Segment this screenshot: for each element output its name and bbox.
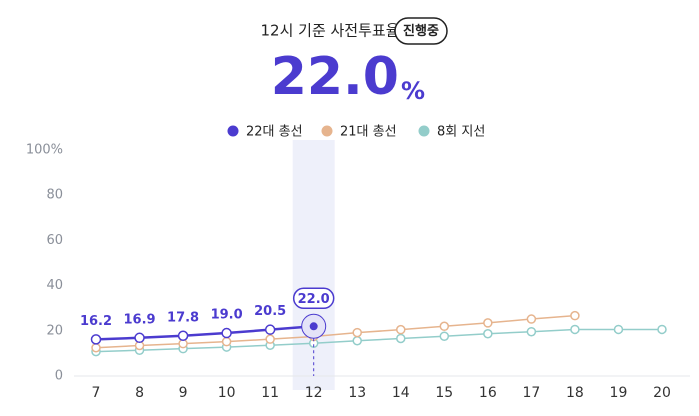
legend-swatch (227, 125, 239, 137)
x-tick-label: 17 (522, 385, 540, 401)
series-line (95, 328, 662, 353)
x-tick-label: 18 (566, 385, 584, 401)
point (134, 332, 145, 344)
point (221, 327, 232, 339)
point (265, 334, 275, 344)
x-tick-label: 8 (135, 385, 144, 401)
point (439, 321, 450, 332)
point (439, 331, 450, 341)
point (526, 326, 537, 337)
point (264, 324, 276, 335)
x-tick-label: 14 (392, 385, 410, 401)
y-tick-label: 20 (46, 323, 63, 338)
point (613, 324, 624, 335)
x-tick-label: 10 (218, 385, 236, 401)
legend-swatch (321, 125, 333, 137)
point (526, 314, 537, 324)
point (570, 324, 580, 335)
point (352, 335, 362, 346)
value-label: 17.8 (167, 310, 199, 325)
value-label: 19.0 (211, 308, 243, 323)
x-tick-label: 11 (261, 385, 279, 401)
point (483, 318, 493, 328)
x-tick-label: 15 (435, 385, 453, 401)
point (90, 334, 102, 345)
point (221, 336, 232, 347)
value-label: 16.2 (80, 314, 112, 329)
x-tick-label: 9 (179, 385, 188, 401)
y-tick-label: 40 (46, 278, 63, 293)
x-tick-label: 16 (479, 385, 497, 401)
chart-title: 12시 기준 사전투표율 (260, 22, 399, 40)
x-tick-label: 19 (610, 385, 628, 401)
point (570, 310, 580, 321)
highlight-band (292, 140, 335, 390)
y-tick-label: 100% (26, 143, 63, 158)
value-label: 20.5 (254, 304, 286, 319)
legend-label: 22대 총선 (246, 125, 303, 140)
series-line (95, 325, 314, 341)
value-label: 16.9 (123, 312, 155, 327)
value-label-box (292, 287, 335, 310)
y-tick-label: 80 (46, 188, 63, 203)
point (352, 327, 362, 338)
point (177, 330, 189, 342)
point (657, 324, 667, 335)
series-line (95, 314, 575, 349)
point (396, 324, 406, 335)
y-tick-label: 60 (46, 233, 63, 248)
badge: 진행중 (403, 23, 439, 39)
point (396, 333, 406, 344)
point (483, 328, 493, 339)
point (91, 343, 101, 353)
x-tick-label: 12 (305, 385, 323, 401)
badge-box (394, 17, 448, 45)
headline-unit: % (401, 77, 425, 105)
x-tick-label: 7 (92, 385, 101, 401)
x-tick-label: 13 (348, 385, 366, 401)
headline: 22.0 (271, 47, 399, 107)
value-label: 22.0 (298, 292, 330, 307)
point (309, 322, 318, 331)
legend-label: 21대 총선 (340, 125, 397, 140)
legend-swatch (418, 125, 430, 137)
y-tick-label: 0 (55, 369, 63, 384)
x-tick-label: 20 (653, 385, 671, 401)
legend-label: 8회 지선 (437, 125, 485, 140)
